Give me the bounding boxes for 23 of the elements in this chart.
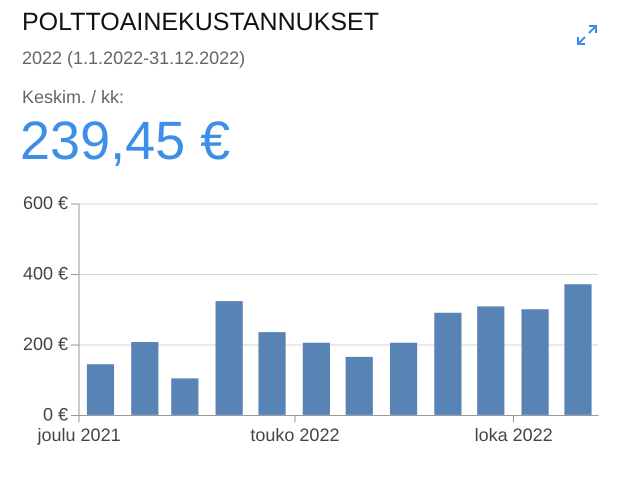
bar <box>302 342 330 415</box>
bar <box>521 309 549 415</box>
chart-title: POLTTOAINEKUSTANNUKSET <box>22 8 380 37</box>
x-tick-label: touko 2022 <box>250 425 340 446</box>
bar <box>390 342 418 415</box>
y-tick-label: 600 € <box>22 192 68 213</box>
bar <box>86 364 114 415</box>
text: Keskim. / kk: <box>22 87 124 108</box>
text: 239,45 € <box>20 110 230 172</box>
bar <box>564 284 592 415</box>
bar <box>346 356 373 415</box>
bar <box>477 306 504 415</box>
y-tick-label: 400 € <box>22 263 68 284</box>
x-tick-label: joulu 2021 <box>36 425 121 446</box>
bar <box>434 312 462 415</box>
x-tick-label: loka 2022 <box>474 425 553 446</box>
bar <box>171 378 198 415</box>
y-tick-label: 0 € <box>43 404 68 424</box>
chart-subtitle: 2022 (1.1.2022-31.12.2022) <box>22 48 246 69</box>
bar <box>216 301 243 415</box>
y-tick-label: 200 € <box>22 334 68 354</box>
bar <box>131 342 158 415</box>
bar <box>258 332 286 415</box>
